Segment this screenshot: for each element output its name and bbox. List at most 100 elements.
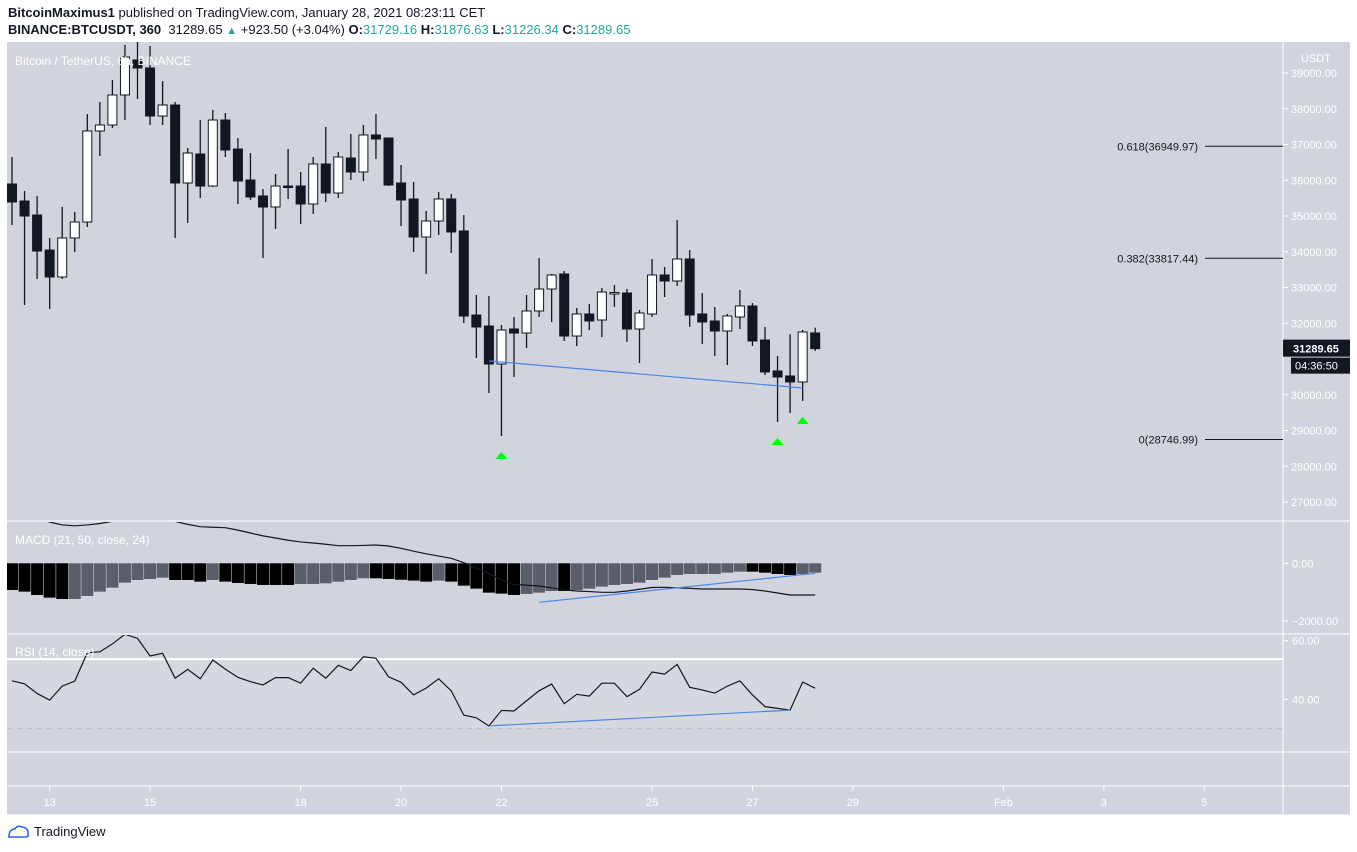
candle[interactable]	[333, 152, 344, 198]
candle[interactable]	[496, 325, 507, 436]
candle[interactable]	[258, 189, 268, 259]
candle[interactable]	[57, 206, 68, 279]
candle[interactable]	[308, 157, 319, 214]
macd-histogram-bar	[746, 563, 759, 572]
candle[interactable]	[709, 306, 720, 356]
candle[interactable]	[182, 148, 193, 224]
candle[interactable]	[7, 157, 17, 226]
macd-histogram-bar	[231, 563, 244, 583]
candle[interactable]	[345, 133, 356, 180]
candle[interactable]	[596, 288, 607, 338]
candle[interactable]	[69, 211, 80, 253]
macd-histogram-bar	[357, 563, 370, 579]
candle[interactable]	[559, 270, 570, 341]
last-price-badge	[1283, 339, 1350, 357]
candle-body	[320, 163, 331, 194]
candle[interactable]	[157, 81, 168, 125]
candle[interactable]	[458, 214, 469, 323]
candle[interactable]	[32, 195, 43, 279]
time-axis[interactable]: 13 15 18 20 22 25 27 29 Feb 3 5	[44, 786, 1208, 809]
candle[interactable]	[370, 114, 381, 159]
candle[interactable]	[358, 124, 369, 182]
candle[interactable]	[383, 137, 394, 187]
candle[interactable]	[659, 267, 670, 298]
candle[interactable]	[245, 153, 256, 200]
candle[interactable]	[195, 120, 206, 198]
candle[interactable]	[483, 296, 494, 393]
candle[interactable]	[232, 137, 243, 204]
author-name[interactable]: BitcoinMaximus1	[8, 5, 115, 20]
candle[interactable]	[320, 126, 331, 202]
price-change: +923.50 (+3.04%)	[240, 22, 345, 37]
candle-body	[747, 305, 758, 342]
rsi-pane[interactable]	[7, 634, 1283, 730]
candle[interactable]	[107, 80, 118, 128]
macd-histogram-bar	[7, 563, 18, 590]
candle[interactable]	[760, 327, 770, 375]
time-axis-label: 22	[495, 797, 507, 809]
candle[interactable]	[521, 295, 532, 348]
candle[interactable]	[722, 313, 733, 366]
candle[interactable]	[534, 258, 545, 317]
candle[interactable]	[772, 355, 783, 422]
price-axis[interactable]: 39000.00 38000.00 37000.00 36000.00 35000.00…	[1283, 68, 1350, 706]
price-trendline[interactable]	[488, 360, 803, 389]
candle-body	[145, 67, 156, 117]
rsi-trendline[interactable]	[488, 709, 791, 727]
candle[interactable]	[546, 273, 557, 322]
candle[interactable]	[408, 182, 419, 253]
candle[interactable]	[584, 303, 595, 331]
candle-body	[7, 183, 17, 203]
candle[interactable]	[421, 210, 432, 274]
price-pane[interactable]: 0.618(36949.97) 0.382(33817.44) 0(28746.99…	[7, 40, 1284, 459]
candle[interactable]	[433, 192, 444, 235]
candle-body	[82, 130, 93, 223]
candle[interactable]	[283, 149, 294, 199]
macd-histogram-bar	[18, 563, 31, 592]
candle-body	[709, 320, 720, 332]
candle[interactable]	[734, 290, 745, 330]
candle[interactable]	[672, 220, 683, 286]
candle-body	[534, 288, 545, 312]
candle[interactable]	[145, 46, 156, 125]
open-value: 31729.16	[362, 22, 418, 37]
candle[interactable]	[270, 173, 281, 229]
macd-histogram-bar	[43, 563, 56, 598]
candle[interactable]	[471, 295, 482, 358]
candle[interactable]	[609, 284, 620, 307]
candle[interactable]	[295, 171, 306, 225]
candle[interactable]	[446, 194, 457, 254]
candle[interactable]	[207, 110, 218, 188]
candle[interactable]	[170, 101, 181, 238]
triangle-up-marker-icon	[495, 451, 508, 459]
candle[interactable]	[44, 237, 55, 309]
candle-body	[119, 56, 130, 96]
candle[interactable]	[19, 191, 30, 305]
symbol-name: BINANCE:BTCUSDT, 360	[8, 22, 162, 37]
candle[interactable]	[634, 309, 645, 364]
candle[interactable]	[396, 164, 407, 227]
candle-body	[797, 331, 808, 383]
candle-body	[509, 328, 519, 334]
candle[interactable]	[132, 40, 143, 99]
price-axis-label: 33000.00	[1291, 283, 1337, 295]
candle[interactable]	[785, 334, 796, 413]
candle[interactable]	[119, 45, 130, 121]
candle[interactable]	[647, 259, 658, 317]
candle[interactable]	[509, 316, 519, 377]
macd-histogram-bar	[658, 563, 671, 578]
candle[interactable]	[82, 114, 93, 228]
candle[interactable]	[697, 293, 708, 344]
macd-pane[interactable]	[6, 514, 822, 603]
macd-histogram-bar	[809, 563, 822, 573]
candle[interactable]	[571, 307, 582, 346]
candle[interactable]	[810, 327, 821, 351]
candle[interactable]	[747, 302, 758, 346]
candle[interactable]	[797, 330, 808, 401]
candle[interactable]	[94, 101, 105, 157]
candle[interactable]	[220, 113, 231, 158]
candle[interactable]	[684, 249, 695, 328]
candle[interactable]	[621, 289, 632, 342]
macd-trendline[interactable]	[539, 572, 816, 603]
